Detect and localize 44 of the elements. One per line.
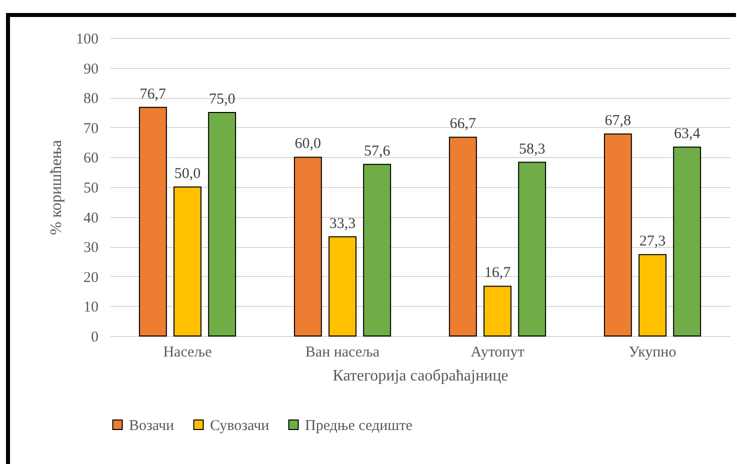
bar <box>138 106 167 336</box>
x-tick-label: Аутопут <box>470 344 525 360</box>
bar <box>208 112 236 336</box>
y-tick-label: 20 <box>84 270 98 286</box>
legend-label: Предње седиште <box>305 418 413 434</box>
legend-label: Сувозачи <box>210 418 270 434</box>
bar <box>174 186 202 336</box>
data-label: 67,8 <box>604 112 632 129</box>
x-tick-label: Укупно <box>628 344 676 360</box>
bar <box>363 164 392 336</box>
y-tick-label: 90 <box>84 61 98 78</box>
y-tick-label: 0 <box>91 330 98 346</box>
bar <box>328 236 356 336</box>
y-tick-label: 40 <box>84 210 98 226</box>
y-tick-label: 100 <box>76 32 98 48</box>
bar <box>518 162 546 336</box>
data-label: 33,3 <box>329 216 356 232</box>
x-tick-label: Насеље <box>163 344 212 360</box>
data-label: 60,0 <box>294 136 322 152</box>
y-tick-label: 70 <box>84 120 98 137</box>
data-label: 63,4 <box>674 126 701 142</box>
bar <box>484 286 512 336</box>
bar <box>673 146 702 336</box>
bar <box>448 136 477 336</box>
bar <box>638 254 666 336</box>
data-label: 66,7 <box>450 116 477 132</box>
data-label: 16,7 <box>484 265 512 282</box>
data-label: 76,7 <box>140 86 167 102</box>
x-tick-label: Ван насеља <box>305 344 380 360</box>
y-tick-label: 30 <box>84 240 98 256</box>
data-label: 58,3 <box>518 141 546 158</box>
data-label: 27,3 <box>639 234 666 250</box>
data-label: 75,0 <box>208 92 236 108</box>
legend-label: Возачи <box>129 418 174 434</box>
y-tick-label: 80 <box>84 91 98 108</box>
data-label: 50,0 <box>174 166 201 182</box>
bar <box>604 133 632 336</box>
y-tick-label: 60 <box>84 150 98 167</box>
y-tick-label: 50 <box>84 180 98 196</box>
bar <box>294 156 322 336</box>
y-tick-label: 10 <box>84 300 98 316</box>
x-axis-title: Категорија саобраћајнице <box>332 368 508 384</box>
y-axis-title: % коришћења <box>48 140 65 235</box>
data-label: 57,6 <box>364 143 391 160</box>
